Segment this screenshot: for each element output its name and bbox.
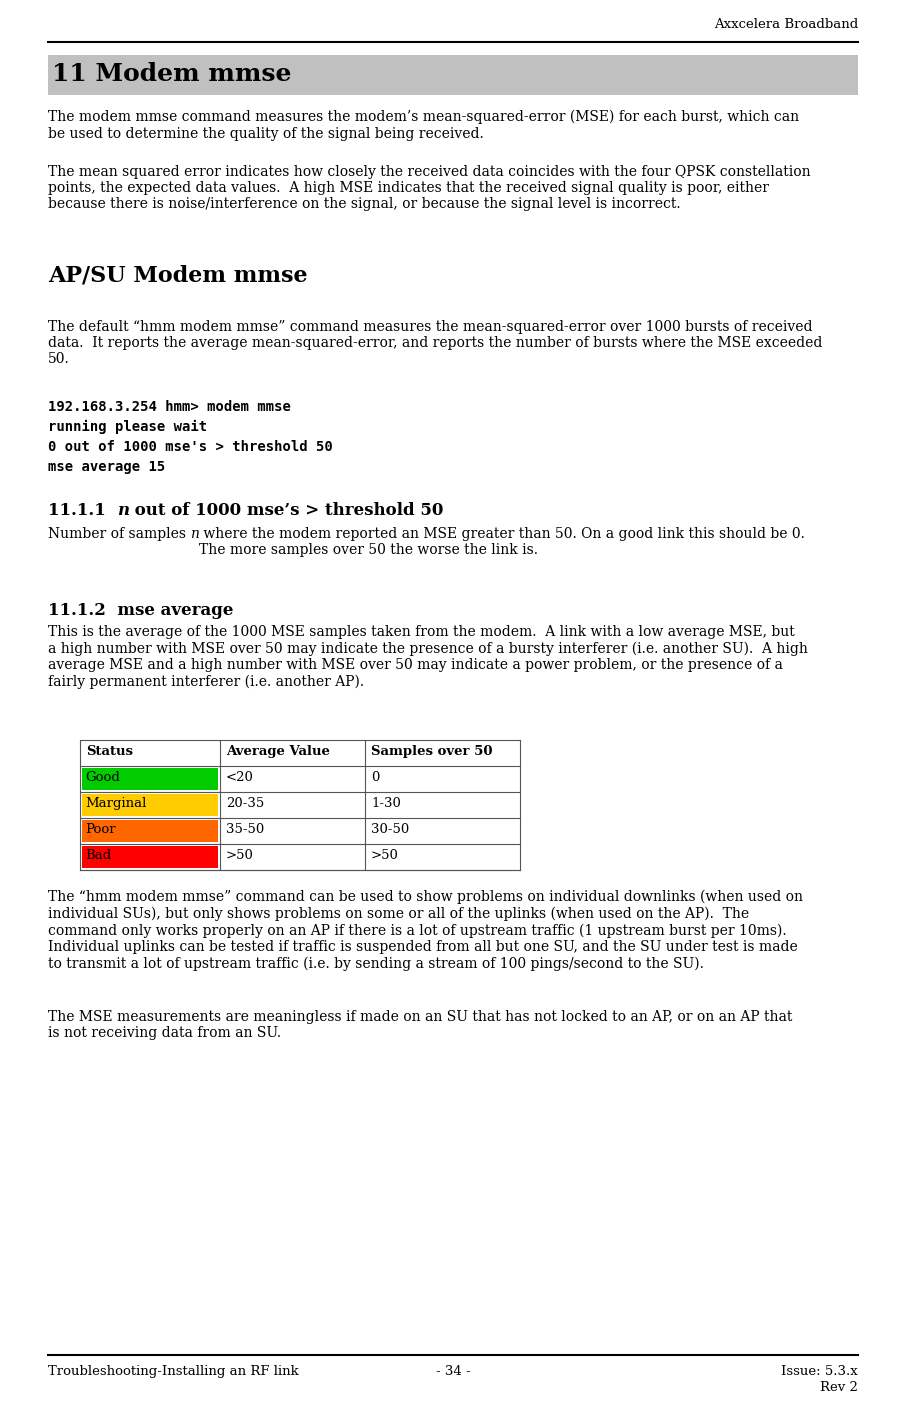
- Text: 0: 0: [371, 771, 380, 783]
- Text: Average Value: Average Value: [226, 746, 330, 758]
- Bar: [82, 820, 218, 842]
- Text: Axxcelera Broadband: Axxcelera Broadband: [714, 18, 858, 31]
- Bar: [82, 847, 218, 868]
- Text: 1-30: 1-30: [371, 797, 400, 810]
- Text: out of 1000 mse’s > threshold 50: out of 1000 mse’s > threshold 50: [130, 503, 444, 519]
- Text: 30-50: 30-50: [371, 823, 410, 835]
- Text: Troubleshooting-Installing an RF link: Troubleshooting-Installing an RF link: [48, 1365, 299, 1377]
- Text: The “hmm modem mmse” command can be used to show problems on individual downlink: The “hmm modem mmse” command can be used…: [48, 890, 803, 970]
- Text: Good: Good: [85, 771, 120, 783]
- Text: Rev 2: Rev 2: [820, 1382, 858, 1394]
- Text: 20-35: 20-35: [226, 797, 265, 810]
- Text: The MSE measurements are meaningless if made on an SU that has not locked to an : The MSE measurements are meaningless if …: [48, 1009, 793, 1040]
- Text: 35-50: 35-50: [226, 823, 265, 835]
- Text: 11.1.1: 11.1.1: [48, 503, 117, 519]
- Text: <20: <20: [226, 771, 254, 783]
- Text: 192.168.3.254 hmm> modem mmse: 192.168.3.254 hmm> modem mmse: [48, 400, 291, 414]
- Text: The mean squared error indicates how closely the received data coincides with th: The mean squared error indicates how clo…: [48, 166, 811, 212]
- Text: This is the average of the 1000 MSE samples taken from the modem.  A link with a: This is the average of the 1000 MSE samp…: [48, 625, 808, 688]
- Text: - 34 -: - 34 -: [436, 1365, 470, 1377]
- Bar: [48, 55, 858, 95]
- Text: Samples over 50: Samples over 50: [371, 746, 493, 758]
- Text: mse average 15: mse average 15: [48, 461, 165, 475]
- Text: Bad: Bad: [85, 849, 111, 862]
- Text: n: n: [117, 503, 130, 519]
- Text: Number of samples: Number of samples: [48, 526, 190, 541]
- Text: AP/SU Modem mmse: AP/SU Modem mmse: [48, 265, 308, 286]
- Bar: [82, 768, 218, 790]
- Text: 11.1.2  mse average: 11.1.2 mse average: [48, 602, 234, 619]
- Text: Marginal: Marginal: [85, 797, 147, 810]
- Text: n: n: [190, 526, 199, 541]
- Text: 11 Modem mmse: 11 Modem mmse: [52, 62, 292, 86]
- Text: The default “hmm modem mmse” command measures the mean-squared-error over 1000 b: The default “hmm modem mmse” command mea…: [48, 320, 823, 366]
- Text: 0 out of 1000 mse's > threshold 50: 0 out of 1000 mse's > threshold 50: [48, 439, 333, 453]
- Text: Poor: Poor: [85, 823, 116, 835]
- Text: Status: Status: [86, 746, 133, 758]
- Text: where the modem reported an MSE greater than 50. On a good link this should be 0: where the modem reported an MSE greater …: [199, 526, 805, 557]
- Bar: [82, 795, 218, 816]
- Text: Issue: 5.3.x: Issue: 5.3.x: [781, 1365, 858, 1377]
- Text: running please wait: running please wait: [48, 420, 207, 434]
- Text: >50: >50: [226, 849, 254, 862]
- Text: The modem mmse command measures the modem’s mean-squared-error (MSE) for each bu: The modem mmse command measures the mode…: [48, 110, 799, 140]
- Text: >50: >50: [371, 849, 399, 862]
